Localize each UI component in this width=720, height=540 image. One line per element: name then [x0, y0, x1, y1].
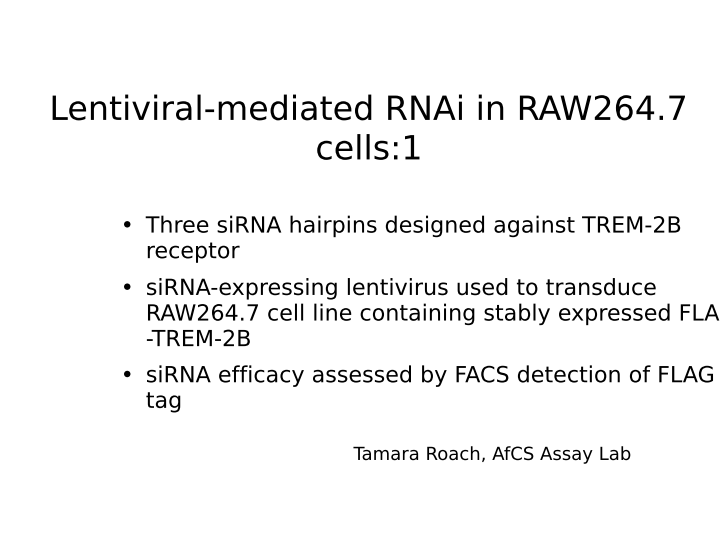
Text: Lentiviral-mediated RNAi in RAW264.7
cells:1: Lentiviral-mediated RNAi in RAW264.7 cel… [50, 94, 688, 166]
Text: •: • [121, 279, 134, 299]
Text: siRNA efficacy assessed by FACS detection of FLAG
tag: siRNA efficacy assessed by FACS detectio… [145, 366, 716, 412]
Text: Tamara Roach, AfCS Assay Lab: Tamara Roach, AfCS Assay Lab [354, 446, 631, 464]
Text: •: • [121, 366, 134, 386]
Text: siRNA-expressing lentivirus used to transduce
RAW264.7 cell line containing stab: siRNA-expressing lentivirus used to tran… [145, 279, 720, 350]
Text: •: • [121, 217, 134, 237]
Text: Three siRNA hairpins designed against TREM-2B
receptor: Three siRNA hairpins designed against TR… [145, 217, 683, 262]
